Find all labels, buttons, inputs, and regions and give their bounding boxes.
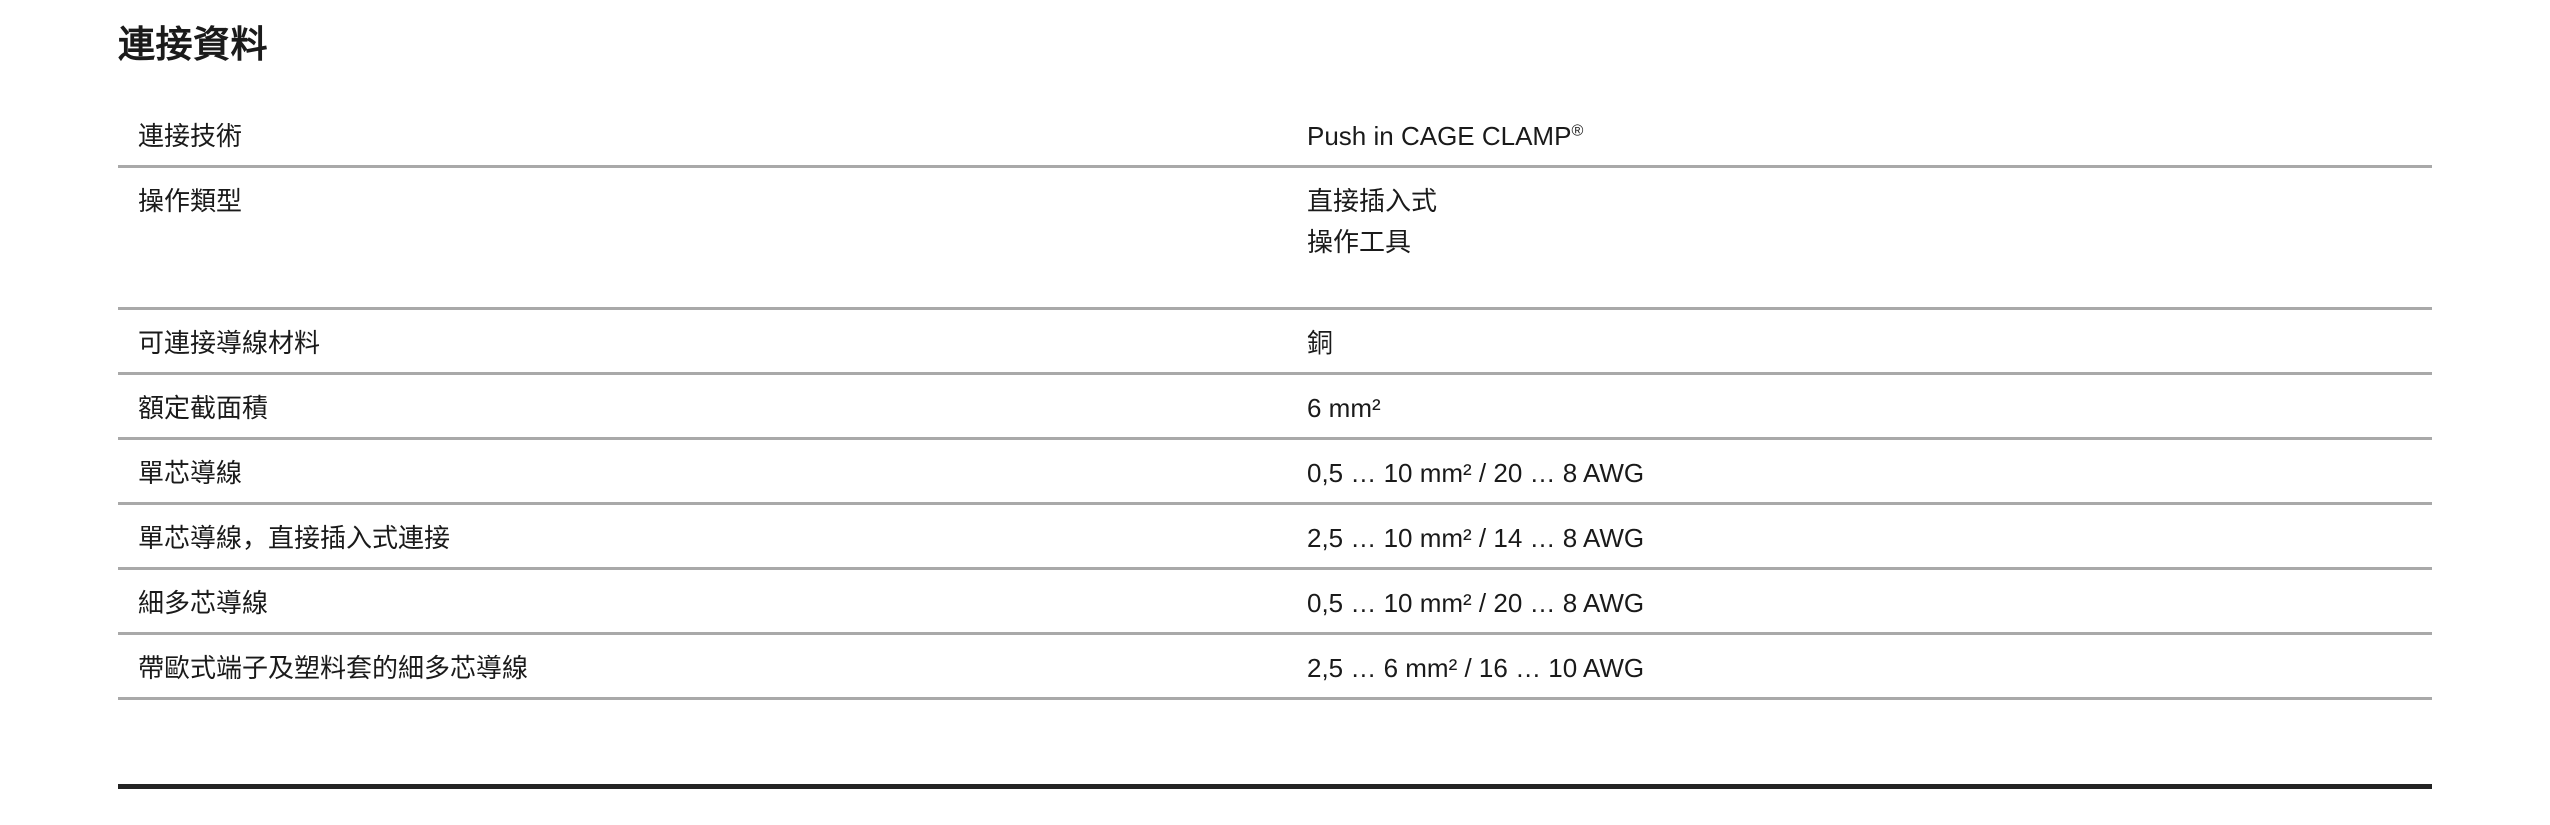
- row-value: 0,5 … 10 mm² / 20 … 8 AWG: [1307, 440, 2432, 492]
- row-value-line: 銅: [1307, 328, 1334, 358]
- row-value-line: 6 mm²: [1307, 393, 1381, 423]
- table-row: 細多芯導線 0,5 … 10 mm² / 20 … 8 AWG: [118, 570, 2432, 635]
- row-value-line: 0,5 … 10 mm² / 20 … 8 AWG: [1307, 458, 1645, 488]
- table-row: 額定截面積 6 mm²: [118, 375, 2432, 440]
- table-row: 帶歐式端子及塑料套的細多芯導線 2,5 … 6 mm² / 16 … 10 AW…: [118, 635, 2432, 700]
- page-title: 連接資料: [118, 24, 268, 65]
- row-label: 操作類型: [138, 186, 243, 216]
- row-value: 銅: [1307, 310, 2432, 362]
- table-row: 可連接導線材料 銅: [118, 310, 2432, 375]
- row-label: 帶歐式端子及塑料套的細多芯導線: [138, 653, 529, 683]
- row-label: 可連接導線材料: [138, 328, 321, 358]
- row-value-text: Push in CAGE CLAMP: [1307, 121, 1572, 151]
- table-row: 單芯導線，直接插入式連接 2,5 … 10 mm² / 14 … 8 AWG: [118, 505, 2432, 570]
- row-value: Push in CAGE CLAMP®: [1307, 103, 2432, 155]
- table-row: 單芯導線 0,5 … 10 mm² / 20 … 8 AWG: [118, 440, 2432, 505]
- table-row: 連接技術 Push in CAGE CLAMP®: [118, 103, 2432, 168]
- footer-divider: [118, 784, 2432, 789]
- row-value-line: 2,5 … 6 mm² / 16 … 10 AWG: [1307, 653, 1645, 683]
- row-label: 連接技術: [138, 121, 243, 151]
- row-value: 2,5 … 6 mm² / 16 … 10 AWG: [1307, 635, 2432, 687]
- row-value: 0,5 … 10 mm² / 20 … 8 AWG: [1307, 570, 2432, 622]
- registered-trademark-icon: ®: [1571, 121, 1584, 140]
- row-value-line: 操作工具: [1307, 227, 1412, 257]
- row-label: 單芯導線，直接插入式連接: [138, 523, 451, 553]
- row-label: 細多芯導線: [138, 588, 269, 618]
- row-value-line: 2,5 … 10 mm² / 14 … 8 AWG: [1307, 523, 1645, 553]
- row-value: 6 mm²: [1307, 375, 2432, 427]
- table-row: 操作類型 直接插入式 操作工具: [118, 168, 2432, 310]
- row-value: 直接插入式 操作工具: [1307, 168, 2432, 261]
- connection-data-table: 連接技術 Push in CAGE CLAMP® 操作類型 直接插入式 操作工具…: [118, 103, 2432, 700]
- row-value-line: 0,5 … 10 mm² / 20 … 8 AWG: [1307, 588, 1645, 618]
- row-value-line: 直接插入式: [1307, 186, 1438, 216]
- row-label: 單芯導線: [138, 458, 243, 488]
- row-value: 2,5 … 10 mm² / 14 … 8 AWG: [1307, 505, 2432, 557]
- row-label: 額定截面積: [138, 393, 269, 423]
